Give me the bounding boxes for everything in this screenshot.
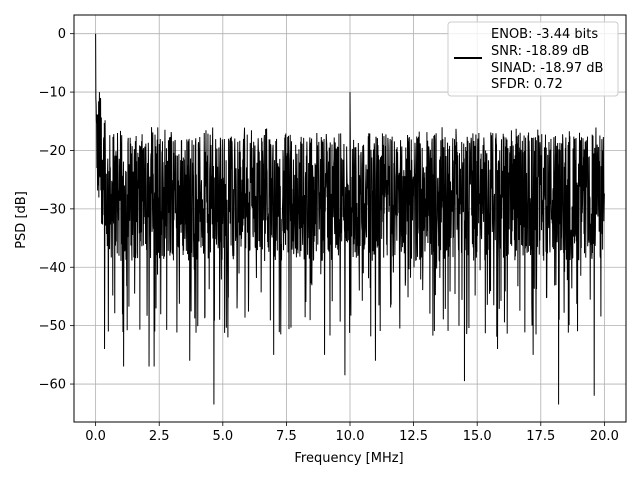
legend-line-enob: ENOB: -3.44 bits	[491, 27, 598, 42]
legend-line-sinad: SINAD: -18.97 dB	[491, 61, 603, 76]
x-tick-label: 2.5	[149, 429, 170, 444]
x-axis-label: Frequency [MHz]	[294, 451, 403, 466]
x-tick-label: 10.0	[336, 429, 365, 444]
legend-line-sfdr: SFDR: 0.72	[491, 77, 563, 92]
y-tick-label: −30	[39, 202, 66, 217]
y-tick-label: −50	[39, 319, 66, 334]
x-tick-label: 17.5	[526, 429, 555, 444]
y-axis-label: PSD [dB]	[14, 191, 29, 249]
x-tick-label: 12.5	[399, 429, 428, 444]
x-tick-label: 20.0	[590, 429, 619, 444]
psd-series	[95, 33, 605, 405]
y-tick-label: −60	[39, 378, 66, 393]
x-tick-label: 0.0	[85, 429, 106, 444]
y-tick-label: −40	[39, 261, 66, 276]
y-axis-ticks: 0 −10 −20 −30 −40 −50 −60	[39, 27, 74, 393]
y-tick-label: −10	[39, 86, 66, 101]
x-tick-label: 15.0	[463, 429, 492, 444]
x-axis-ticks: 0.0 2.5 5.0 7.5 10.0 12.5 15.0 17.5 20.0	[85, 422, 619, 444]
y-tick-label: −20	[39, 144, 66, 159]
psd-line	[95, 33, 605, 405]
x-tick-label: 5.0	[212, 429, 233, 444]
y-tick-label: 0	[58, 27, 66, 42]
legend-line-snr: SNR: -18.89 dB	[491, 44, 589, 59]
x-tick-label: 7.5	[276, 429, 297, 444]
legend: ENOB: -3.44 bits SNR: -18.89 dB SINAD: -…	[447, 21, 619, 97]
legend-box	[447, 21, 619, 97]
